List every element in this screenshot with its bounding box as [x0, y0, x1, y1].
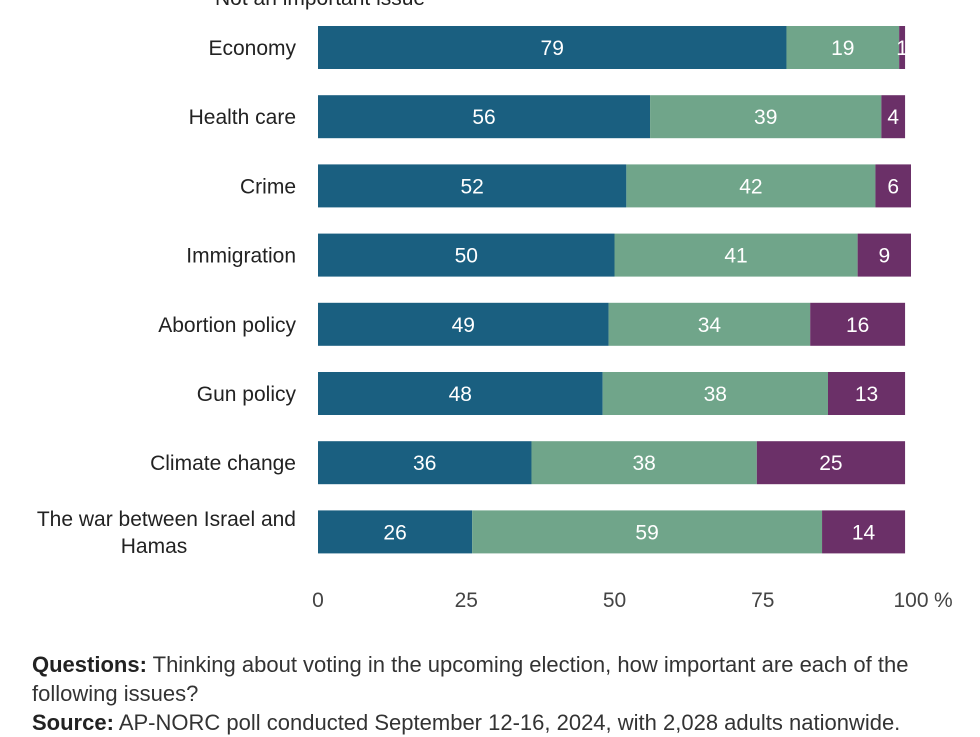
category-label: Abortion policy	[158, 314, 296, 337]
bar-value-label: 49	[452, 314, 475, 337]
footnote: Questions: Thinking about voting in the …	[32, 650, 952, 737]
bar-segment	[857, 233, 911, 277]
bar-segment	[318, 441, 532, 485]
bar-value-label: 1	[896, 37, 908, 60]
bar-value-label: 59	[635, 521, 658, 544]
bar-value-label: 34	[698, 314, 722, 337]
bar-value-label: 38	[632, 452, 655, 475]
bar-segment	[602, 372, 828, 415]
bar-value-label: 25	[819, 452, 842, 475]
bar-segment	[531, 441, 757, 485]
bar-value-label: 50	[455, 245, 478, 268]
x-tick-label: 0	[312, 589, 324, 612]
x-tick-label: 75	[751, 589, 774, 612]
bar-segment	[608, 302, 811, 346]
category-label: Health care	[189, 106, 296, 129]
source-text: AP-NORC poll conducted September 12-16, …	[118, 710, 901, 735]
legend-entry-partial: Not an important issue	[215, 0, 425, 10]
bar-segment	[472, 510, 823, 554]
bar-segment	[786, 26, 900, 69]
bar-segment	[810, 302, 906, 346]
x-tick-label: 25	[455, 589, 478, 612]
x-axis: 0 25 50 75 100%	[312, 589, 953, 612]
bar-value-label: 6	[887, 175, 899, 198]
bar-value-label: 19	[831, 37, 854, 60]
questions-text: Thinking about voting in the upcoming el…	[32, 652, 909, 706]
x-tick-suffix: %	[934, 589, 953, 612]
bar-value-label: 13	[855, 383, 878, 406]
bar-value-label: 26	[383, 521, 406, 544]
category-label: Economy	[208, 37, 296, 60]
source-note: Source: AP-NORC poll conducted September…	[32, 708, 952, 737]
stacked-bar-chart: Not an important issue 79 19 1 56 39 4 52 42 6 50…	[37, 0, 953, 612]
bar-segment	[318, 372, 603, 415]
bar-segment	[756, 441, 906, 485]
bar-value-label: 42	[739, 175, 762, 198]
bar-value-label: 56	[472, 106, 495, 129]
category-label: Climate change	[150, 452, 296, 475]
bar-segment	[827, 372, 906, 415]
bar-segment	[318, 95, 651, 139]
bar-segment	[318, 26, 787, 69]
bar-segment	[875, 164, 911, 208]
x-tick-label: 50	[603, 589, 626, 612]
bar-segment	[881, 95, 906, 139]
bar-value-label: 41	[724, 245, 747, 268]
questions-note: Questions: Thinking about voting in the …	[32, 650, 952, 708]
bar-value-label: 39	[754, 106, 777, 129]
category-label: Immigration	[186, 245, 296, 268]
bar-segment	[650, 95, 882, 139]
bar-value-label: 52	[461, 175, 484, 198]
bar-value-label: 79	[541, 37, 564, 60]
bar-value-label: 48	[449, 383, 472, 406]
bar-segment	[318, 302, 609, 346]
source-label: Source:	[32, 710, 114, 735]
bar-segment	[899, 26, 906, 69]
x-tick-label: 100	[893, 589, 928, 612]
bar-segment	[614, 233, 858, 277]
bar-value-label: 36	[413, 452, 436, 475]
bar-value-label: 14	[852, 521, 876, 544]
category-label: The war between Israel and Hamas	[37, 508, 296, 558]
bar-value-label: 9	[878, 245, 890, 268]
bar-segment	[318, 233, 615, 277]
bar-value-label: 16	[846, 314, 869, 337]
bar-segment	[822, 510, 906, 554]
questions-label: Questions:	[32, 652, 147, 677]
category-label: Crime	[240, 175, 296, 198]
bars-layer: 79 19 1 56 39 4 52 42 6 50 41 9 49 34 16 48 38 13 36 38 25 26…	[318, 26, 911, 554]
bar-segment	[318, 510, 473, 554]
bar-segment	[318, 164, 627, 208]
category-labels: Economy Health care Crime Immigration Aborti…	[37, 37, 297, 558]
category-label: Gun policy	[197, 383, 297, 406]
bar-segment	[626, 164, 876, 208]
bar-value-label: 38	[704, 383, 727, 406]
bar-value-label: 4	[887, 106, 899, 129]
